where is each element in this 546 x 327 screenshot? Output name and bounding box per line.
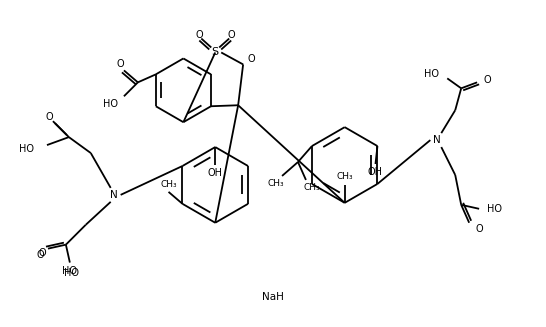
Text: HO: HO [103,99,118,109]
Text: O: O [195,29,203,40]
Text: S: S [212,47,219,58]
Text: HO: HO [64,267,79,278]
Text: N: N [434,135,441,145]
Text: O: O [247,54,255,64]
Text: HO: HO [19,144,34,154]
Text: OH: OH [368,167,383,177]
Text: O: O [45,112,53,122]
Text: CH₃: CH₃ [304,183,321,192]
Text: HO: HO [487,204,502,214]
Text: OH: OH [207,168,223,178]
Text: O: O [116,60,124,69]
Text: N: N [110,190,117,200]
Text: CH₃: CH₃ [268,180,284,188]
Text: CH₃: CH₃ [160,181,177,189]
Text: HO: HO [424,69,440,79]
Text: O: O [227,29,235,40]
Text: O: O [483,75,491,85]
Text: O: O [36,250,44,260]
Text: O: O [475,224,483,234]
Text: HO: HO [62,266,78,276]
Text: NaH: NaH [262,292,284,302]
Text: O: O [38,248,46,258]
Text: CH₃: CH₃ [336,172,353,181]
